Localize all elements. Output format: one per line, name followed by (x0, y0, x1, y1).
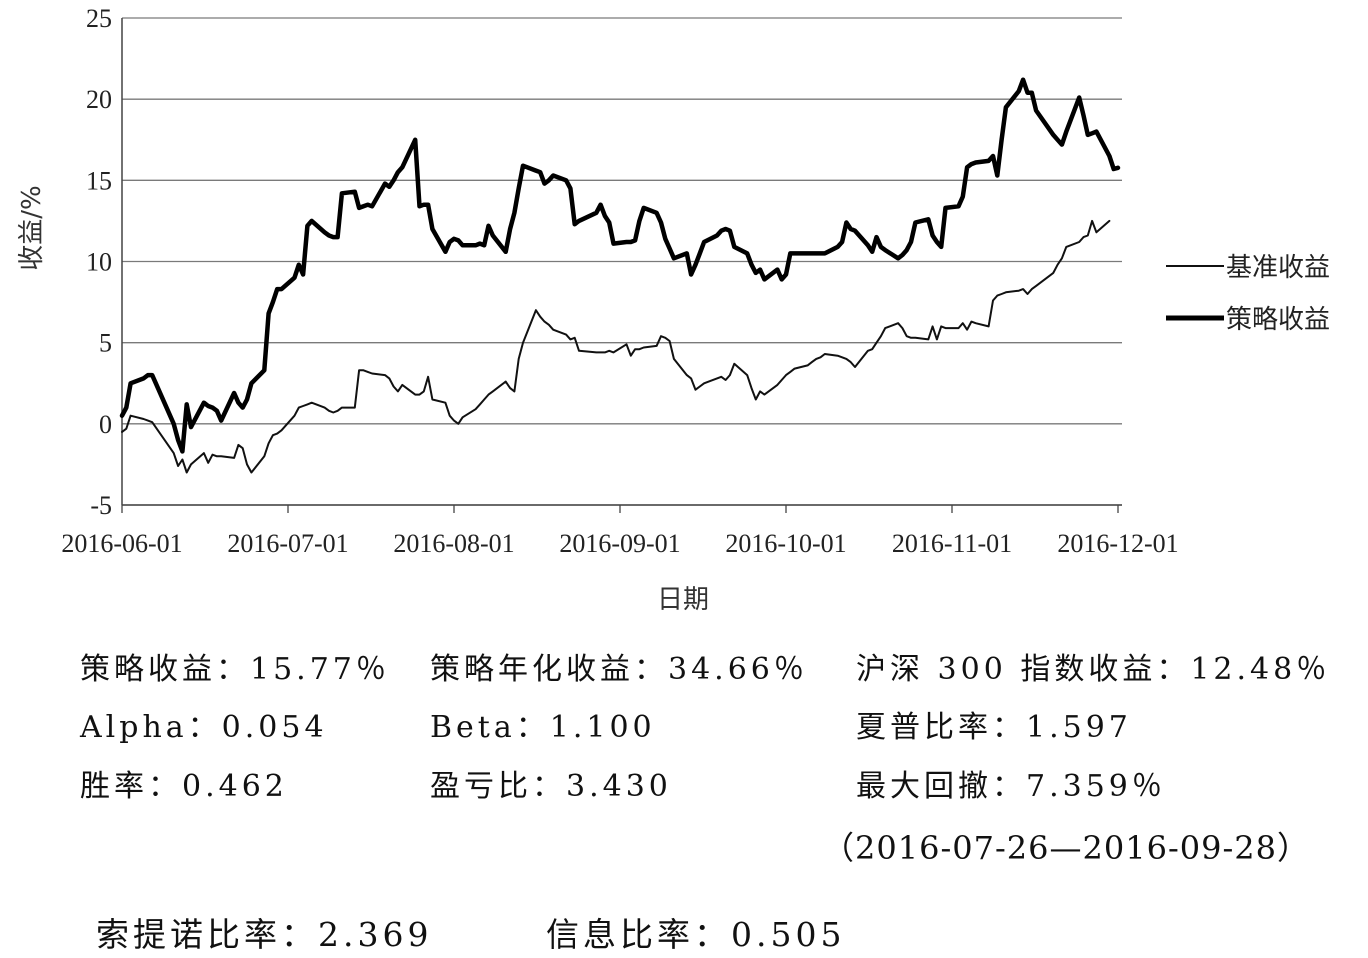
x-tick-label: 2016-10-01 (725, 529, 846, 558)
x-tick-label: 2016-09-01 (559, 529, 680, 558)
x-tick-labels: 2016-06-01 2016-07-01 2016-08-01 2016-09-01… (61, 505, 1179, 558)
stat-win-rate: 胜率：0.462 (80, 769, 288, 804)
y-tick-label: -5 (90, 491, 112, 520)
y-tick-label: 10 (86, 248, 112, 277)
x-tick-label: 2016-11-01 (892, 529, 1012, 558)
stat-info-ratio: 信息比率：0.505 (546, 915, 846, 954)
x-tick-label: 2016-06-01 (61, 529, 182, 558)
stat-strategy-return: 策略收益：15.77％ (80, 652, 390, 687)
stat-drawdown-period: （2016-07-26—2016-09-28） (822, 829, 1311, 867)
stat-max-drawdown: 最大回撤：7.359％ (856, 769, 1166, 804)
stat-pl-ratio: 盈亏比：3.430 (430, 769, 672, 804)
y-tick-label: 15 (86, 166, 112, 195)
x-tick-label: 2016-07-01 (227, 529, 348, 558)
stat-hs300-return: 沪深 300 指数收益：12.48％ (856, 652, 1331, 687)
stat-annual-return: 策略年化收益：34.66％ (430, 652, 808, 687)
y-tick-label: 0 (99, 410, 112, 439)
stat-sortino: 索提诺比率：2.369 (96, 915, 433, 954)
y-axis-title: 收益/% (17, 185, 47, 270)
series-line-strategy (119, 77, 1121, 454)
legend-label-benchmark: 基准收益 (1226, 253, 1330, 283)
series-line-benchmark (121, 219, 1111, 474)
y-tick-label: 20 (86, 85, 112, 114)
x-tick-label: 2016-12-01 (1057, 529, 1178, 558)
stat-sharpe: 夏普比率：1.597 (856, 710, 1132, 745)
legend-label-strategy: 策略收益 (1226, 305, 1330, 335)
y-tick-labels: -5 0 5 10 15 20 25 (86, 4, 112, 520)
y-tick-label: 5 (99, 329, 112, 358)
series-lines (119, 77, 1121, 474)
legend: 基准收益 策略收益 (1166, 253, 1330, 335)
y-tick-label: 25 (86, 4, 112, 33)
x-axis-title: 日期 (657, 585, 709, 615)
stat-alpha: Alpha：0.054 (80, 710, 328, 745)
line-chart: -5 0 5 10 15 20 25 2016-06-01 2016-07-01 2016-08… (17, 4, 1330, 615)
gridlines (122, 17, 1122, 506)
stat-beta: Beta：1.100 (430, 710, 656, 745)
x-tick-label: 2016-08-01 (393, 529, 514, 558)
axes (121, 18, 1122, 506)
